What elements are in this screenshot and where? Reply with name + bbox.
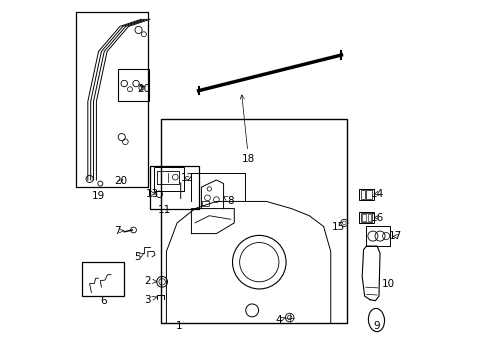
Bar xyxy=(367,226,390,246)
Bar xyxy=(76,12,148,187)
Text: 7: 7 xyxy=(114,226,123,236)
Text: 13: 13 xyxy=(146,189,159,199)
Text: 14: 14 xyxy=(370,189,384,199)
Bar xyxy=(361,190,365,199)
Text: 5: 5 xyxy=(135,252,144,262)
Bar xyxy=(359,212,373,223)
Bar xyxy=(150,166,198,208)
Text: 8: 8 xyxy=(223,196,234,206)
Bar xyxy=(154,167,184,191)
Text: 20: 20 xyxy=(138,84,151,94)
Text: 20: 20 xyxy=(114,176,127,186)
Text: 10: 10 xyxy=(381,279,394,289)
Bar xyxy=(202,202,209,206)
Text: 4: 4 xyxy=(275,315,285,325)
Bar xyxy=(361,213,372,222)
Text: 15: 15 xyxy=(332,222,345,232)
Text: 6: 6 xyxy=(100,296,106,306)
Text: 2: 2 xyxy=(145,276,157,286)
Text: 16: 16 xyxy=(371,212,385,222)
Text: 19: 19 xyxy=(92,191,105,201)
Text: 3: 3 xyxy=(145,295,157,305)
Bar xyxy=(82,262,123,296)
Text: 1: 1 xyxy=(175,321,182,332)
Bar xyxy=(118,69,148,102)
Bar xyxy=(161,119,347,323)
Text: 11: 11 xyxy=(158,205,171,215)
Bar xyxy=(362,214,366,221)
Text: 9: 9 xyxy=(373,321,380,332)
Bar xyxy=(368,214,371,221)
Text: 17: 17 xyxy=(389,231,402,242)
Text: 18: 18 xyxy=(240,95,255,164)
Bar xyxy=(359,189,373,200)
Text: 12: 12 xyxy=(181,173,195,183)
Bar xyxy=(367,190,372,199)
